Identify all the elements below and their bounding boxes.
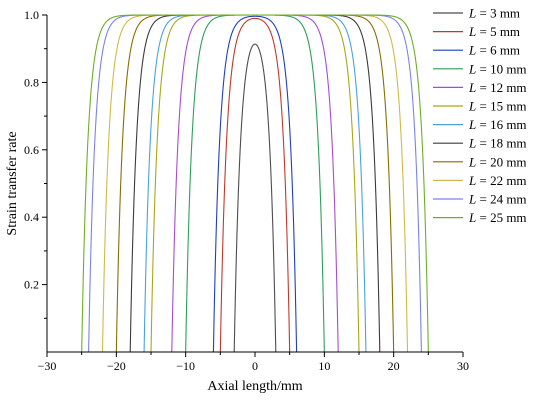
y-tick-label: 0.6 [24, 143, 39, 157]
x-ticks: −30 −20 −10 0 10 20 30 [38, 352, 469, 373]
y-tick-label: 0.4 [24, 210, 39, 224]
legend-entry: L = 3 mm [468, 6, 520, 21]
legend-entry: L = 24 mm [468, 192, 527, 207]
legend-entry: L = 22 mm [468, 173, 527, 188]
x-tick-label: 20 [388, 359, 400, 373]
legend-entry: L = 12 mm [468, 80, 527, 95]
series-line [219, 17, 291, 353]
x-tick-label: 10 [318, 359, 330, 373]
series-line [143, 14, 367, 353]
legend-entry: L = 25 mm [468, 210, 527, 225]
legend-entry: L = 16 mm [468, 117, 527, 132]
legend-entry: L = 20 mm [468, 154, 527, 169]
x-tick-label: 0 [252, 359, 258, 373]
series-line [81, 14, 429, 353]
series-line [88, 14, 422, 353]
series-line [185, 14, 325, 353]
series-line [115, 14, 395, 353]
y-ticks: 0.2 0.4 0.6 0.8 1.0 [24, 8, 47, 319]
curves-layer [81, 14, 429, 353]
y-tick-label: 0.8 [24, 75, 39, 89]
x-tick-label: −20 [107, 359, 126, 373]
y-tick-label: 1.0 [24, 8, 39, 22]
legend-entry: L = 5 mm [468, 24, 520, 39]
x-axis-title: Axial length/mm [207, 379, 302, 394]
y-axis-title: Strain transfer rate [5, 131, 20, 235]
legend-entry: L = 18 mm [468, 136, 527, 151]
series-line [129, 14, 381, 353]
series-line [233, 43, 277, 353]
x-tick-label: −10 [176, 359, 195, 373]
series-line [212, 15, 298, 353]
legend-entry: L = 6 mm [468, 43, 520, 58]
legend-entry: L = 10 mm [468, 61, 527, 76]
legend: L = 3 mm L = 5 mm L = 6 mm L = 10 mm L = 12 … [433, 6, 527, 225]
x-tick-label: 30 [457, 359, 469, 373]
legend-entry: L = 15 mm [468, 99, 527, 114]
y-tick-label: 0.2 [24, 278, 39, 292]
axes-layer [46, 15, 463, 353]
series-line [150, 14, 360, 353]
x-tick-label: −30 [38, 359, 57, 373]
series-line [171, 14, 339, 353]
